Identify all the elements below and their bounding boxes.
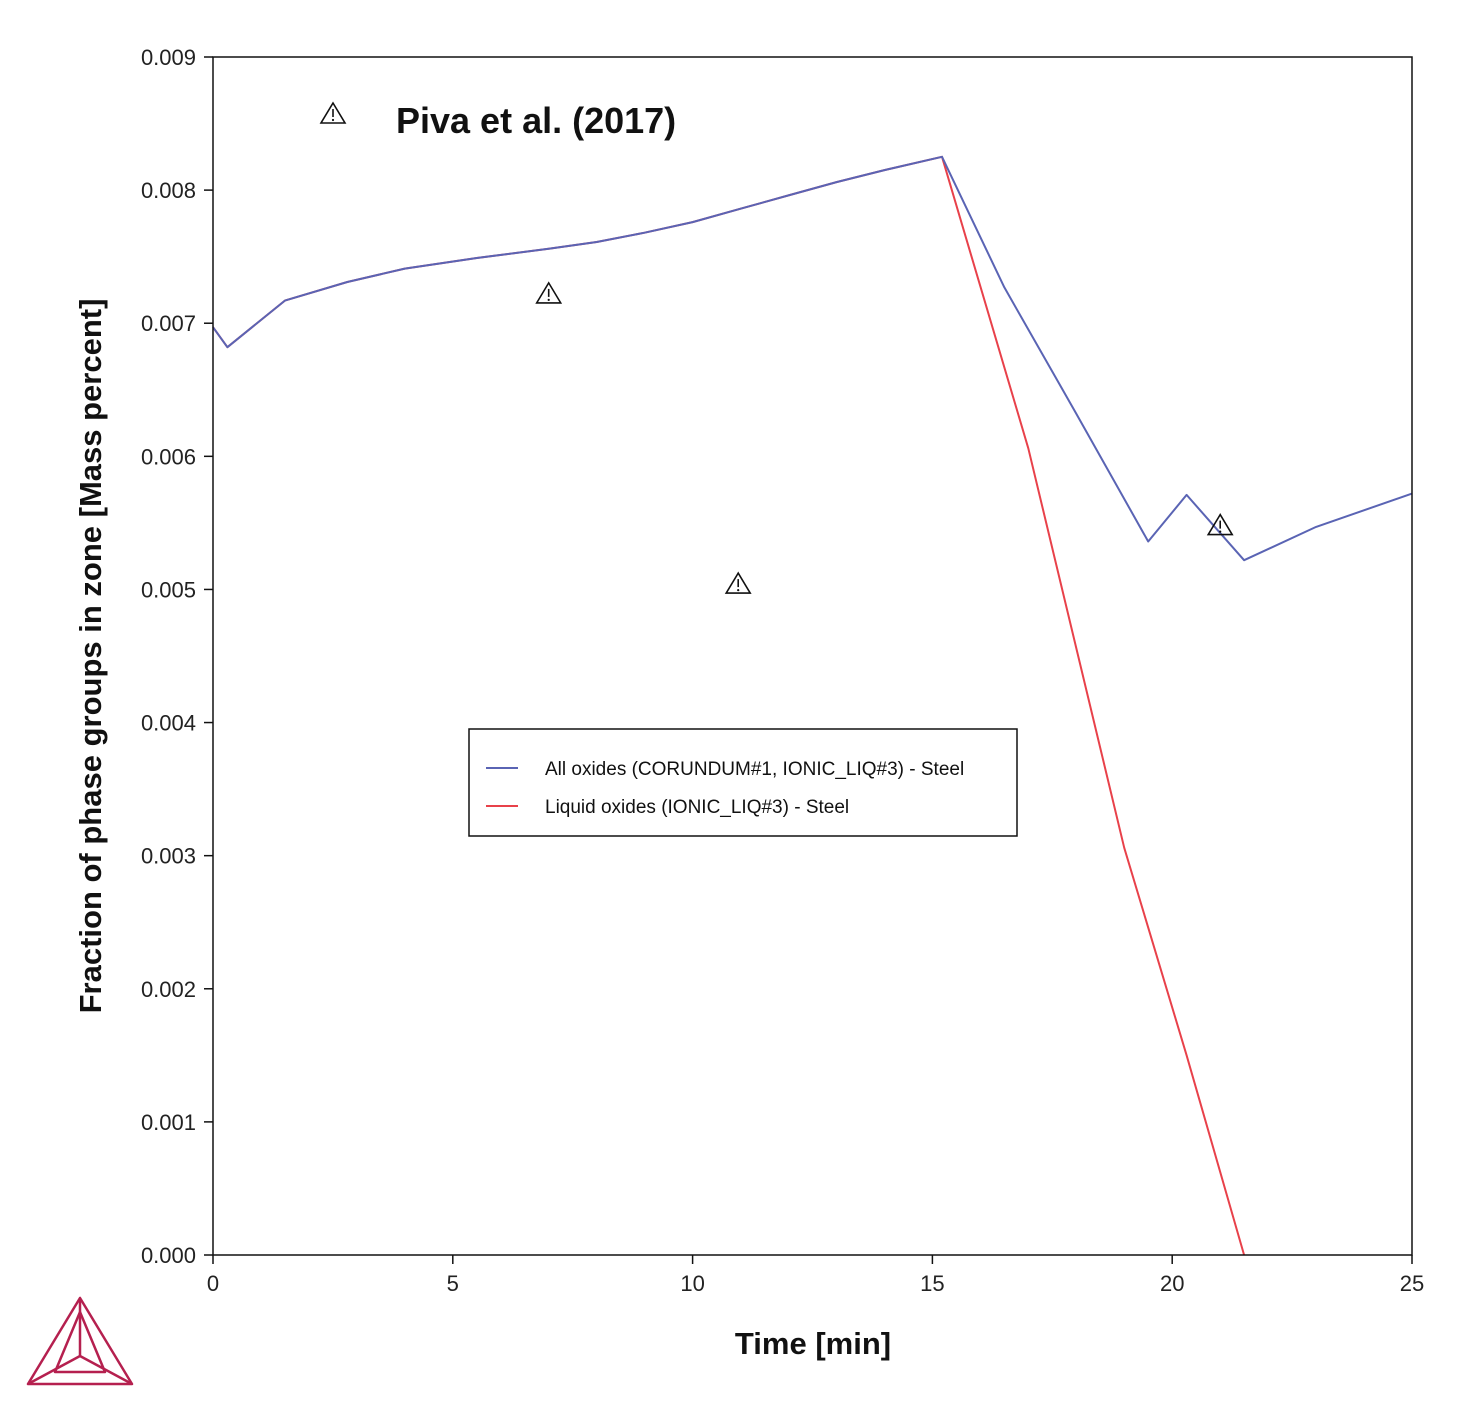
plot-frame	[212, 56, 1413, 1256]
x-tick-label: 10	[680, 1271, 704, 1296]
experimental-markers	[535, 281, 1234, 594]
y-tick-label: 0.007	[141, 311, 196, 336]
legend-label-liquid-oxides: Liquid oxides (IONIC_LIQ#3) - Steel	[545, 797, 849, 818]
series-layer	[212, 155, 1413, 1256]
y-axis-title: Fraction of phase groups in zone [Mass p…	[73, 299, 108, 1014]
annotation-marker-icon	[319, 101, 347, 124]
y-tick-label: 0.008	[141, 178, 196, 203]
experimental-point	[724, 571, 752, 594]
x-tick-label: 20	[1160, 1271, 1184, 1296]
legend: All oxides (CORUNDUM#1, IONIC_LIQ#3) - S…	[468, 728, 1018, 837]
annotation-label: Piva et al. (2017)	[396, 100, 676, 141]
x-axis-title: Time [min]	[735, 1326, 891, 1361]
y-tick-label: 0.005	[141, 577, 196, 602]
y-tick-label: 0.009	[141, 45, 196, 70]
x-tick-label: 5	[447, 1271, 459, 1296]
series-line-0	[212, 155, 1413, 562]
legend-label-all-oxides: All oxides (CORUNDUM#1, IONIC_LIQ#3) - S…	[545, 759, 964, 780]
x-axis-ticks: 0 5 10 15 20 25	[207, 1255, 1424, 1296]
y-tick-label: 0.001	[141, 1110, 196, 1135]
experimental-point	[535, 281, 563, 304]
y-tick-label: 0.004	[141, 711, 196, 736]
legend-box	[468, 728, 1018, 837]
y-tick-label: 0.006	[141, 444, 196, 469]
thermo-calc-logo	[26, 1296, 134, 1386]
x-tick-label: 15	[920, 1271, 944, 1296]
y-tick-label: 0.003	[141, 844, 196, 869]
y-tick-label: 0.000	[141, 1243, 196, 1268]
x-tick-label: 25	[1400, 1271, 1424, 1296]
y-axis-ticks: 0.000 0.001 0.002 0.003 0.004 0.005 0.006 0.007…	[141, 45, 213, 1268]
y-tick-label: 0.002	[141, 977, 196, 1002]
annotation-legend: Piva et al. (2017)	[319, 100, 676, 141]
experimental-point	[1206, 513, 1234, 536]
x-tick-label: 0	[207, 1271, 219, 1296]
